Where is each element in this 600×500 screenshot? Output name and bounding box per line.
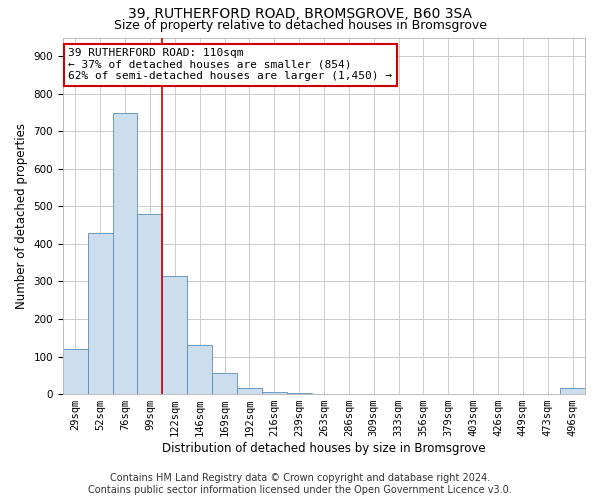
- Bar: [163, 276, 187, 394]
- X-axis label: Distribution of detached houses by size in Bromsgrove: Distribution of detached houses by size …: [162, 442, 486, 455]
- Bar: [137, 214, 163, 394]
- Bar: [88, 232, 113, 394]
- Text: Contains HM Land Registry data © Crown copyright and database right 2024.
Contai: Contains HM Land Registry data © Crown c…: [88, 474, 512, 495]
- Bar: [560, 388, 585, 394]
- Bar: [63, 349, 88, 394]
- Bar: [212, 374, 237, 394]
- Bar: [113, 112, 137, 394]
- Text: 39, RUTHERFORD ROAD, BROMSGROVE, B60 3SA: 39, RUTHERFORD ROAD, BROMSGROVE, B60 3SA: [128, 8, 472, 22]
- Bar: [187, 346, 212, 394]
- Bar: [237, 388, 262, 394]
- Bar: [262, 392, 287, 394]
- Text: Size of property relative to detached houses in Bromsgrove: Size of property relative to detached ho…: [113, 18, 487, 32]
- Text: 39 RUTHERFORD ROAD: 110sqm
← 37% of detached houses are smaller (854)
62% of sem: 39 RUTHERFORD ROAD: 110sqm ← 37% of deta…: [68, 48, 392, 82]
- Y-axis label: Number of detached properties: Number of detached properties: [15, 123, 28, 309]
